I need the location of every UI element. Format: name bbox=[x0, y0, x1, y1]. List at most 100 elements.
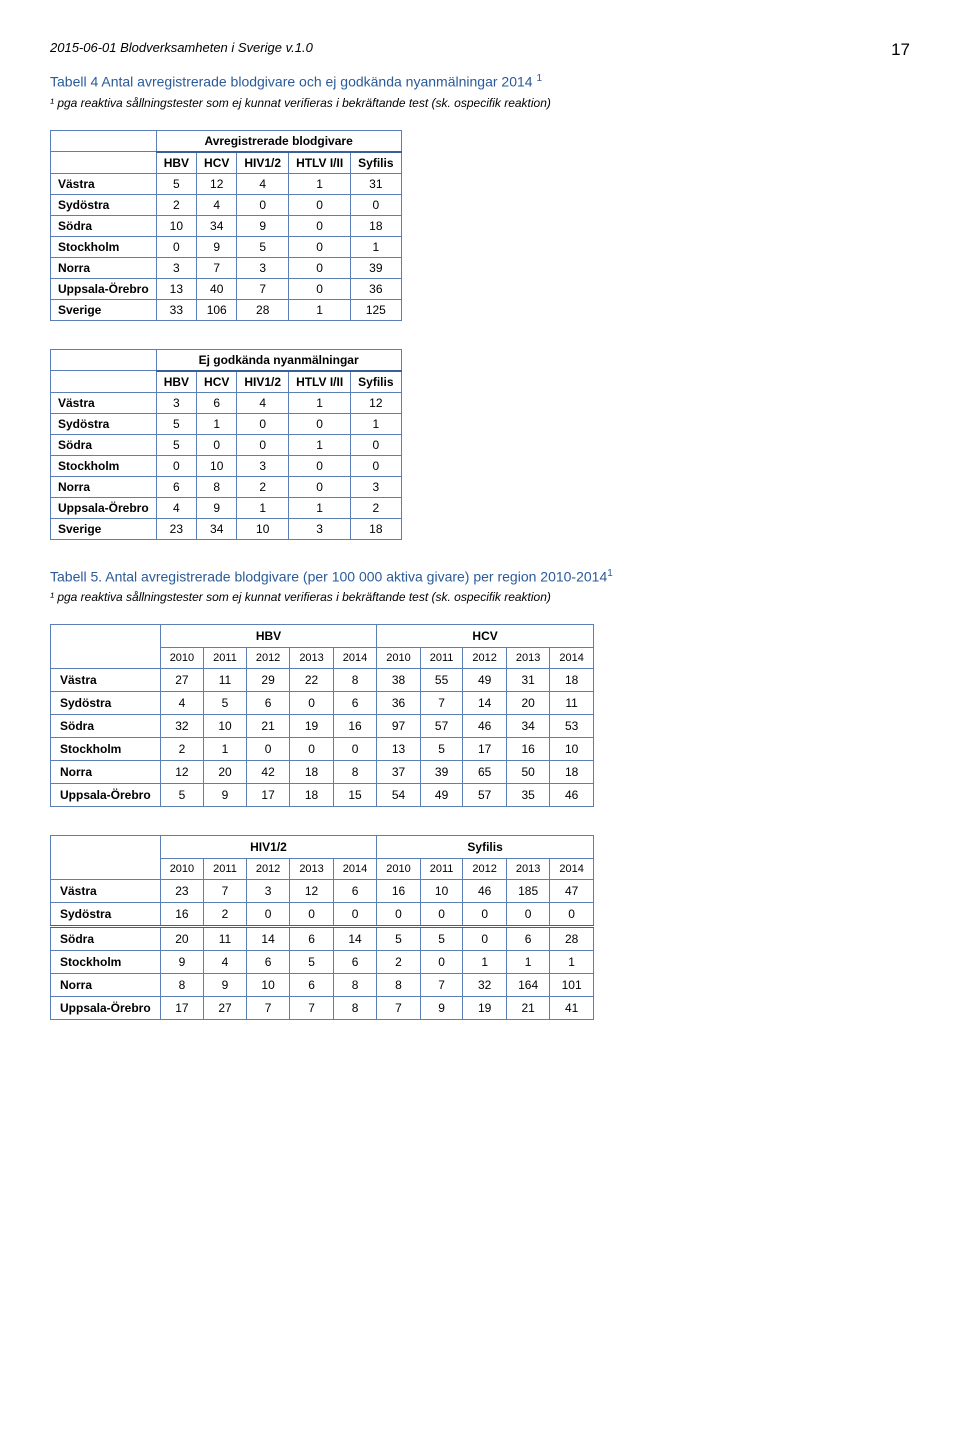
cell: 32 bbox=[463, 974, 506, 997]
row-label: Norra bbox=[51, 257, 157, 278]
header-row: HBV HCV HIV1/2 HTLV I/II Syfilis bbox=[51, 152, 402, 174]
cell: 4 bbox=[237, 173, 289, 194]
cell: 39 bbox=[420, 761, 463, 784]
row-label: Norra bbox=[51, 761, 161, 784]
cell: 0 bbox=[463, 927, 506, 951]
cell: 0 bbox=[237, 434, 289, 455]
cell: 14 bbox=[463, 692, 506, 715]
row-label: Stockholm bbox=[51, 738, 161, 761]
cell: 0 bbox=[289, 455, 351, 476]
table-row: Södra32102119169757463453 bbox=[51, 715, 594, 738]
cell: 0 bbox=[420, 951, 463, 974]
cell: 12 bbox=[197, 173, 237, 194]
year-header: 2011 bbox=[420, 859, 463, 880]
cell: 2 bbox=[204, 903, 247, 927]
cell: 3 bbox=[156, 257, 196, 278]
col-hcv: HCV bbox=[197, 371, 237, 393]
cell: 28 bbox=[550, 927, 593, 951]
cell: 19 bbox=[463, 997, 506, 1020]
row-label: Uppsala-Örebro bbox=[51, 997, 161, 1020]
table-row: Uppsala-Örebro591718155449573546 bbox=[51, 784, 594, 807]
cell: 11 bbox=[550, 692, 593, 715]
cell: 16 bbox=[333, 715, 376, 738]
col-htlv: HTLV I/II bbox=[289, 152, 351, 174]
row-label: Sydöstra bbox=[51, 194, 157, 215]
year-header: 2013 bbox=[290, 648, 333, 669]
cell: 10 bbox=[204, 715, 247, 738]
cell: 23 bbox=[156, 518, 196, 539]
cell: 1 bbox=[289, 434, 351, 455]
cell: 0 bbox=[463, 903, 506, 927]
year-header: 2010 bbox=[160, 648, 203, 669]
table-row: Uppsala-Örebro172777879192141 bbox=[51, 997, 594, 1020]
cell: 17 bbox=[463, 738, 506, 761]
table-row: Västra5124131 bbox=[51, 173, 402, 194]
table-hiv-syfilis: HIV1/2 Syfilis 2010201120122013201420102… bbox=[50, 835, 594, 1020]
cell: 7 bbox=[237, 278, 289, 299]
cell: 35 bbox=[506, 784, 549, 807]
year-header: 2010 bbox=[377, 648, 420, 669]
cell: 47 bbox=[550, 880, 593, 903]
row-label: Norra bbox=[51, 974, 161, 997]
cell: 1 bbox=[550, 951, 593, 974]
year-header: 2011 bbox=[204, 648, 247, 669]
cell: 1 bbox=[197, 413, 237, 434]
year-header: 2012 bbox=[246, 648, 289, 669]
row-label: Södra bbox=[51, 927, 161, 951]
cell: 31 bbox=[351, 173, 401, 194]
year-header: 2013 bbox=[290, 859, 333, 880]
cell: 46 bbox=[463, 715, 506, 738]
table-row: Sydöstra24000 bbox=[51, 194, 402, 215]
table5-footnote: ¹ pga reaktiva sållningstester som ej ku… bbox=[50, 590, 910, 604]
cell: 1 bbox=[351, 236, 401, 257]
cell: 16 bbox=[377, 880, 420, 903]
table-row: Västra237312616104618547 bbox=[51, 880, 594, 903]
table-avregistrerade: Avregistrerade blodgivare HBV HCV HIV1/2… bbox=[50, 130, 402, 321]
cell: 57 bbox=[420, 715, 463, 738]
table-row: Norra68203 bbox=[51, 476, 402, 497]
cell: 9 bbox=[420, 997, 463, 1020]
row-label: Södra bbox=[51, 434, 157, 455]
cell: 7 bbox=[377, 997, 420, 1020]
cell: 7 bbox=[290, 997, 333, 1020]
group-hcv: HCV bbox=[377, 625, 594, 648]
cell: 2 bbox=[237, 476, 289, 497]
cell: 5 bbox=[156, 413, 196, 434]
cell: 5 bbox=[290, 951, 333, 974]
table5-title: Tabell 5. Antal avregistrerade blodgivar… bbox=[50, 568, 910, 585]
cell: 0 bbox=[290, 738, 333, 761]
cell: 0 bbox=[289, 476, 351, 497]
table-ej-godkanda: Ej godkända nyanmälningar HBV HCV HIV1/2… bbox=[50, 349, 402, 540]
table-row: Södra201114614550628 bbox=[51, 927, 594, 951]
cell: 46 bbox=[463, 880, 506, 903]
year-header: 2014 bbox=[550, 648, 593, 669]
table-row: Norra1220421883739655018 bbox=[51, 761, 594, 784]
cell: 0 bbox=[290, 692, 333, 715]
cell: 10 bbox=[156, 215, 196, 236]
cell: 1 bbox=[289, 299, 351, 320]
cell: 7 bbox=[246, 997, 289, 1020]
year-header: 2012 bbox=[463, 859, 506, 880]
cell: 0 bbox=[289, 236, 351, 257]
row-label: Sydöstra bbox=[51, 413, 157, 434]
cell: 0 bbox=[333, 903, 376, 927]
cell: 20 bbox=[160, 927, 203, 951]
cell: 1 bbox=[506, 951, 549, 974]
cell: 97 bbox=[377, 715, 420, 738]
cell: 5 bbox=[420, 738, 463, 761]
cell: 8 bbox=[377, 974, 420, 997]
cell: 6 bbox=[333, 692, 376, 715]
cell: 5 bbox=[204, 692, 247, 715]
row-label: Västra bbox=[51, 880, 161, 903]
cell: 16 bbox=[506, 738, 549, 761]
cell: 12 bbox=[351, 392, 401, 413]
year-header: 2012 bbox=[463, 648, 506, 669]
row-label: Sverige bbox=[51, 518, 157, 539]
cell: 16 bbox=[160, 903, 203, 927]
cell: 125 bbox=[351, 299, 401, 320]
year-header: 2011 bbox=[204, 859, 247, 880]
table-row: Sydöstra16200000000 bbox=[51, 903, 594, 927]
cell: 5 bbox=[420, 927, 463, 951]
cell: 27 bbox=[204, 997, 247, 1020]
row-label: Södra bbox=[51, 215, 157, 236]
